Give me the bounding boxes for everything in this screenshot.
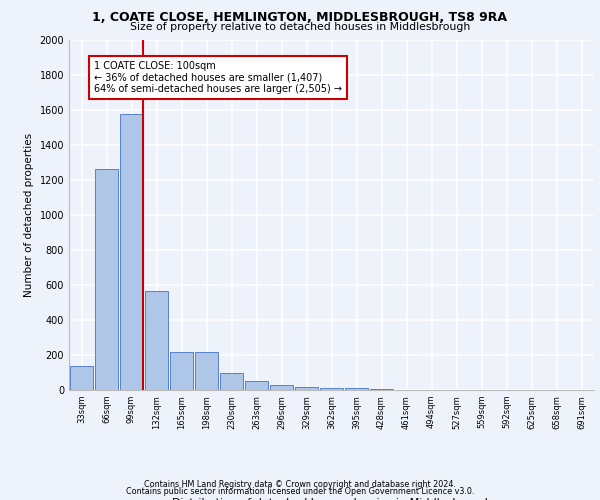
Text: 1, COATE CLOSE, HEMLINGTON, MIDDLESBROUGH, TS8 9RA: 1, COATE CLOSE, HEMLINGTON, MIDDLESBROUG…: [92, 11, 508, 24]
Bar: [245, 381, 268, 390]
Bar: [120, 114, 143, 390]
Bar: [95, 168, 118, 390]
Bar: [345, 388, 368, 390]
Bar: [195, 352, 218, 390]
Text: Contains public sector information licensed under the Open Government Licence v3: Contains public sector information licen…: [126, 488, 474, 496]
Bar: [170, 352, 193, 390]
Bar: [70, 366, 93, 390]
Bar: [320, 388, 343, 390]
Bar: [295, 388, 318, 390]
Bar: [220, 374, 243, 390]
Text: Contains HM Land Registry data © Crown copyright and database right 2024.: Contains HM Land Registry data © Crown c…: [144, 480, 456, 489]
Text: 1 COATE CLOSE: 100sqm
← 36% of detached houses are smaller (1,407)
64% of semi-d: 1 COATE CLOSE: 100sqm ← 36% of detached …: [94, 61, 342, 94]
Bar: [145, 291, 168, 390]
Y-axis label: Number of detached properties: Number of detached properties: [24, 133, 34, 297]
Bar: [270, 385, 293, 390]
X-axis label: Distribution of detached houses by size in Middlesbrough: Distribution of detached houses by size …: [172, 498, 491, 500]
Text: Size of property relative to detached houses in Middlesbrough: Size of property relative to detached ho…: [130, 22, 470, 32]
Bar: [370, 389, 393, 390]
